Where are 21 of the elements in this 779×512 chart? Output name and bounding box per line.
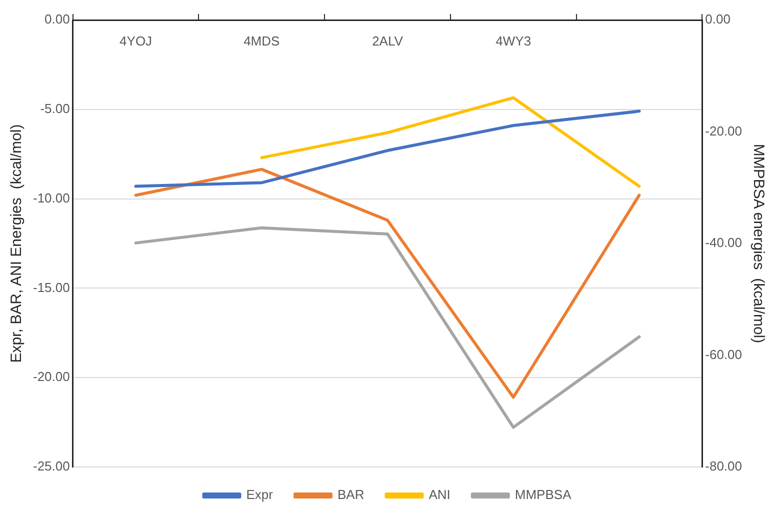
y2-tick-label: 0.00: [705, 12, 730, 27]
x-tick-label: 4YOJ: [120, 34, 152, 49]
y-axis-title: Expr, BAR, ANI Energies (kcal/mol): [8, 124, 26, 363]
y-tick-label: 0.00: [44, 12, 70, 27]
y2-tick-label: -40.00: [705, 235, 742, 250]
y-tick-label: -5.00: [40, 100, 70, 116]
legend-label: BAR: [337, 487, 364, 502]
legend-label: MMPBSA: [514, 487, 572, 502]
y-tick-label: -10.00: [32, 190, 70, 206]
x-tick-label: 4MDS: [244, 34, 280, 49]
y-tick-label: -20.00: [32, 369, 70, 384]
legend-label: ANI: [428, 487, 450, 502]
y2-tick-label: -20.00: [705, 123, 742, 138]
x-tick-label: 2ALV: [372, 34, 404, 49]
x-tick-label: 4WY3: [496, 34, 532, 49]
legend-label: Expr: [246, 487, 274, 502]
y2-tick-label: -80.00: [705, 458, 742, 474]
y2-axis-title: MMPBSA energies (kcal/mol): [750, 144, 767, 344]
y2-tick-label: -60.00: [705, 346, 742, 362]
y-tick-label: -15.00: [32, 280, 70, 295]
y-tick-label: -25.00: [32, 458, 70, 474]
